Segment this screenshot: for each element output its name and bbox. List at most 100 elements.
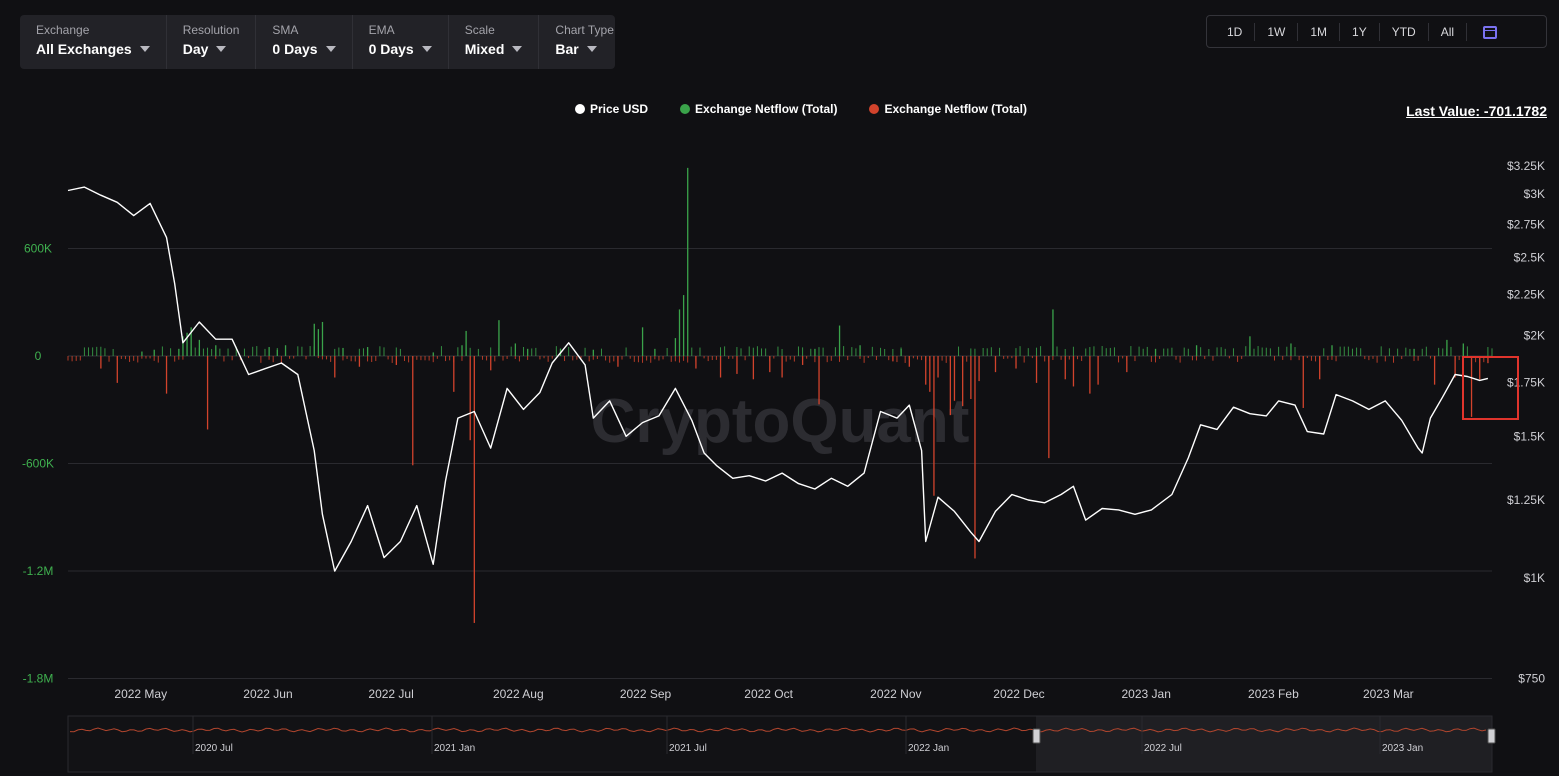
last-value-readout: Last Value: -701.1782 bbox=[1406, 103, 1547, 119]
netflow-bar bbox=[129, 356, 131, 362]
netflow-bar bbox=[1372, 356, 1374, 359]
netflow-bar bbox=[1360, 348, 1362, 356]
netflow-bar bbox=[1425, 346, 1427, 356]
exchange-selector[interactable]: Exchange All Exchanges bbox=[20, 15, 167, 69]
legend-item-netflow-negative[interactable]: Exchange Netflow (Total) bbox=[869, 102, 1027, 116]
netflow-bar bbox=[1413, 348, 1415, 356]
netflow-bar bbox=[367, 356, 369, 362]
netflow-bar bbox=[428, 356, 430, 361]
netflow-bar bbox=[695, 356, 697, 369]
netflow-bar bbox=[317, 356, 319, 359]
navigator-selection[interactable] bbox=[1036, 716, 1492, 772]
netflow-bar bbox=[186, 332, 188, 356]
netflow-bar bbox=[120, 356, 122, 359]
netflow-bar bbox=[789, 356, 791, 360]
range-all-button[interactable]: All bbox=[1429, 22, 1468, 41]
price-line bbox=[67, 186, 1489, 572]
netflow-bar bbox=[695, 356, 697, 362]
netflow-bar bbox=[358, 348, 360, 356]
ema-selector[interactable]: EMA 0 Days bbox=[353, 15, 449, 69]
netflow-bar bbox=[880, 347, 882, 356]
range-navigator[interactable]: 2020 Jul 2021 Jan 2021 Jul 2022 Jan 2022 Jul… bbox=[67, 715, 1496, 773]
scale-selector[interactable]: Scale Mixed bbox=[449, 15, 540, 69]
netflow-bar bbox=[843, 346, 845, 356]
navigator-right-handle[interactable] bbox=[1487, 728, 1496, 744]
netflow-bar bbox=[1035, 347, 1037, 356]
resolution-selector[interactable]: Resolution Day bbox=[167, 15, 257, 69]
netflow-bar bbox=[272, 356, 274, 363]
netflow-bar bbox=[235, 346, 237, 356]
netflow-bar bbox=[469, 356, 471, 441]
netflow-bar bbox=[834, 347, 836, 356]
netflow-bar bbox=[170, 348, 172, 356]
netflow-bar bbox=[412, 356, 414, 359]
netflow-bar bbox=[399, 348, 401, 356]
netflow-bar bbox=[108, 356, 110, 362]
range-1w-button[interactable]: 1W bbox=[1255, 22, 1299, 41]
range-1m-button[interactable]: 1M bbox=[1298, 22, 1341, 41]
netflow-bar bbox=[1048, 356, 1050, 459]
netflow-bar bbox=[838, 325, 841, 356]
netflow-bar bbox=[330, 356, 332, 362]
netflow-bar bbox=[510, 346, 512, 356]
x-tick-label: 2022 Dec bbox=[993, 687, 1044, 701]
netflow-bar bbox=[391, 356, 393, 363]
netflow-bar bbox=[535, 347, 537, 356]
legend-item-price[interactable]: Price USD bbox=[575, 102, 648, 116]
netflow-bar bbox=[851, 347, 853, 356]
netflow-bar bbox=[88, 347, 90, 356]
netflow-bar bbox=[756, 346, 758, 356]
netflow-bar bbox=[1183, 347, 1185, 356]
netflow-bar bbox=[839, 356, 841, 362]
netflow-bar bbox=[334, 348, 336, 356]
chevron-down-icon bbox=[216, 46, 227, 52]
netflow-bar bbox=[1323, 348, 1325, 356]
calendar-button[interactable] bbox=[1467, 23, 1509, 41]
legend-label: Exchange Netflow (Total) bbox=[695, 102, 838, 116]
netflow-bar bbox=[584, 347, 586, 356]
legend-item-netflow-positive[interactable]: Exchange Netflow (Total) bbox=[680, 102, 837, 116]
right-tick-label: $1.5K bbox=[1514, 429, 1545, 443]
netflow-bar bbox=[268, 347, 270, 356]
sma-value: 0 Days bbox=[272, 41, 318, 57]
netflow-bar bbox=[1450, 346, 1452, 356]
netflow-bar bbox=[1195, 345, 1198, 356]
netflow-bar bbox=[178, 348, 180, 356]
netflow-bar bbox=[781, 356, 783, 378]
netflow-bar bbox=[198, 339, 201, 356]
netflow-bar bbox=[962, 356, 964, 362]
netflow-bar bbox=[182, 336, 184, 356]
right-tick-label: $3K bbox=[1524, 187, 1545, 201]
range-1d-button[interactable]: 1D bbox=[1215, 22, 1256, 41]
netflow-bar bbox=[912, 356, 914, 359]
netflow-bar bbox=[1261, 347, 1263, 356]
right-tick-label: $750 bbox=[1518, 672, 1545, 686]
netflow-bar bbox=[1109, 347, 1111, 356]
netflow-bar bbox=[1044, 356, 1046, 362]
navigator-left-handle[interactable] bbox=[1032, 728, 1041, 744]
netflow-bar bbox=[666, 347, 668, 356]
netflow-bar bbox=[949, 356, 952, 416]
netflow-bar bbox=[453, 356, 455, 392]
netflow-bar bbox=[1458, 356, 1460, 361]
chart-type-selector[interactable]: Chart Type Bar bbox=[539, 15, 629, 69]
netflow-bar bbox=[859, 345, 861, 356]
netflow-bar bbox=[1208, 349, 1210, 356]
right-tick-label: $1K bbox=[1524, 571, 1545, 585]
grid-lines bbox=[68, 248, 1492, 679]
netflow-bar bbox=[514, 343, 517, 356]
sma-selector[interactable]: SMA 0 Days bbox=[256, 15, 353, 69]
netflow-bar bbox=[1179, 356, 1181, 363]
netflow-bar bbox=[264, 348, 266, 356]
range-ytd-button[interactable]: YTD bbox=[1380, 22, 1429, 41]
netflow-bar bbox=[100, 346, 102, 356]
netflow-bar bbox=[1339, 346, 1341, 356]
netflow-bar bbox=[1126, 356, 1128, 373]
netflow-bar bbox=[514, 356, 516, 360]
netflow-bar bbox=[490, 356, 492, 371]
legend-dot-icon bbox=[869, 104, 880, 114]
range-1y-button[interactable]: 1Y bbox=[1340, 22, 1380, 41]
netflow-bar bbox=[678, 309, 681, 356]
netflow-bar bbox=[900, 347, 902, 356]
